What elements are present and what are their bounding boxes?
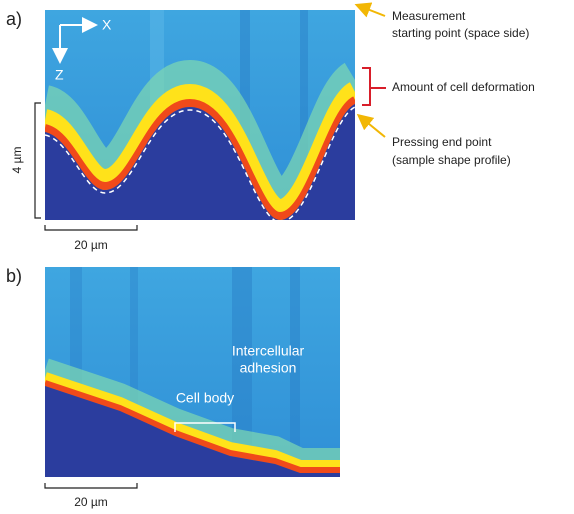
panel-label: a) xyxy=(6,9,22,29)
scale-label: 20 µm xyxy=(74,495,108,509)
annotation: Pressing end point xyxy=(392,135,492,149)
annotation: adhesion xyxy=(240,360,297,376)
heatmap-a xyxy=(45,10,355,220)
axis-x: X xyxy=(102,17,112,33)
annotation: Cell body xyxy=(176,390,234,406)
annotation: (sample shape profile) xyxy=(392,153,511,167)
scale-label: 4 µm xyxy=(10,147,24,174)
axis-z: Z xyxy=(55,67,64,83)
annotation: Intercellular xyxy=(232,343,305,359)
annotation: starting point (space side) xyxy=(392,26,529,40)
panel-label: b) xyxy=(6,266,22,286)
annotation: Measurement xyxy=(392,9,466,23)
scale-label: 20 µm xyxy=(74,238,108,252)
annotation: Amount of cell deformation xyxy=(392,80,535,94)
heatmap-b xyxy=(45,267,340,477)
